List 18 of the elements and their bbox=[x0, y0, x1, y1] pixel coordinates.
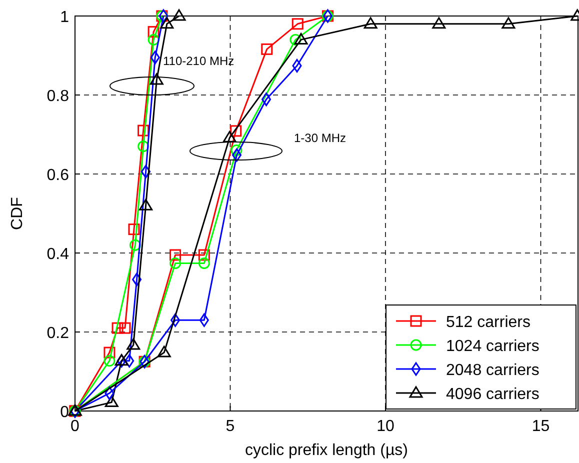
x-tick-label: 10 bbox=[376, 418, 394, 435]
legend-label: 1024 carriers bbox=[446, 338, 540, 355]
y-tick-label: 0.8 bbox=[46, 88, 70, 105]
legend-label: 512 carriers bbox=[446, 314, 530, 331]
y-tick-label: 1 bbox=[60, 9, 70, 26]
x-tick-label: 5 bbox=[226, 418, 235, 435]
legend-label: 2048 carriers bbox=[446, 362, 540, 379]
y-tick-label: 0.6 bbox=[46, 167, 70, 184]
y-tick-label: 0 bbox=[60, 404, 70, 421]
y-axis-title: CDF bbox=[9, 196, 26, 230]
annotation: 1-30 MHz bbox=[294, 131, 346, 145]
x-tick-label: 0 bbox=[70, 418, 80, 435]
x-axis-title: cyclic prefix length (µs) bbox=[244, 442, 408, 459]
annotation: 110-210 MHz bbox=[163, 54, 234, 68]
y-tick-label: 0.2 bbox=[46, 325, 70, 342]
x-tick-label: 15 bbox=[532, 418, 550, 435]
y-tick-label: 0.4 bbox=[46, 246, 70, 263]
legend-label: 4096 carriers bbox=[446, 386, 540, 403]
